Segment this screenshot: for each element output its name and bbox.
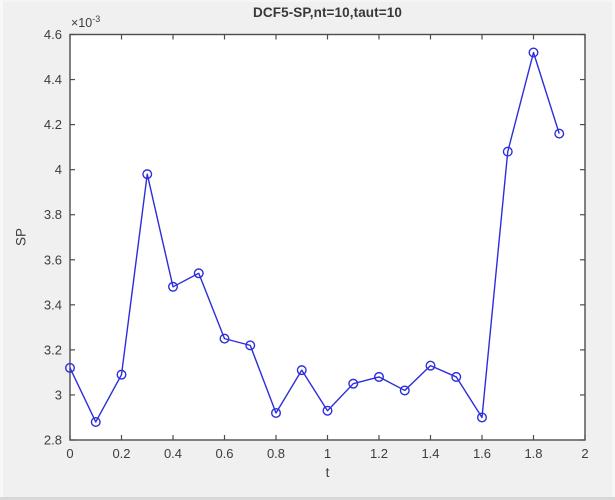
x-axis-label: t — [325, 465, 330, 480]
y-tick-label: 3.4 — [44, 297, 62, 312]
exponent-power: -3 — [92, 14, 101, 24]
data-point — [296, 365, 307, 376]
y-tick-label: 3.2 — [44, 342, 62, 357]
y-tick-label: 4.4 — [44, 72, 62, 87]
data-point — [322, 405, 333, 416]
y-tick-label: 2.8 — [44, 433, 62, 448]
x-tick-label: 0.8 — [267, 446, 285, 461]
x-tick-label: 0 — [66, 446, 73, 461]
exponent-base: ×10 — [71, 16, 93, 31]
y-tick-label: 3 — [55, 387, 62, 402]
data-point — [193, 268, 204, 279]
data-point — [271, 407, 282, 418]
x-tick-label: 1 — [324, 446, 331, 461]
data-point — [219, 333, 230, 344]
x-tick-label: 0.6 — [215, 446, 233, 461]
data-point — [245, 340, 256, 351]
y-tick-label: 3.8 — [44, 207, 62, 222]
data-point — [399, 385, 410, 396]
x-tick-label: 2 — [581, 446, 588, 461]
data-point — [116, 369, 127, 380]
chart-title: DCF5-SP,nt=10,taut=10 — [253, 5, 402, 20]
plot-background — [70, 34, 585, 440]
data-point — [167, 281, 178, 292]
data-point — [477, 412, 488, 423]
y-tick-label: 4.2 — [44, 117, 62, 132]
data-point — [374, 371, 385, 382]
y-tick-label: 4 — [55, 162, 62, 177]
data-line — [69, 51, 560, 423]
data-point — [502, 146, 513, 157]
data-point — [90, 416, 101, 427]
data-point — [64, 362, 75, 373]
data-point — [451, 371, 462, 382]
data-point — [348, 378, 359, 389]
y-axis-exponent-label: ×10-3 — [71, 14, 100, 30]
x-tick-label: 1.6 — [473, 446, 491, 461]
x-tick-label: 1.8 — [524, 446, 542, 461]
x-tick-label: 1.4 — [421, 446, 439, 461]
x-tick-label: 0.2 — [112, 446, 130, 461]
data-point — [528, 47, 539, 58]
x-tick-label: 1.2 — [370, 446, 388, 461]
axes-box — [69, 33, 586, 441]
x-tick-label: 0.4 — [164, 446, 182, 461]
data-point — [142, 169, 153, 180]
data-point — [425, 360, 436, 371]
data-point — [554, 128, 565, 139]
y-tick-label: 4.6 — [44, 27, 62, 42]
y-tick-label: 3.6 — [44, 252, 62, 267]
